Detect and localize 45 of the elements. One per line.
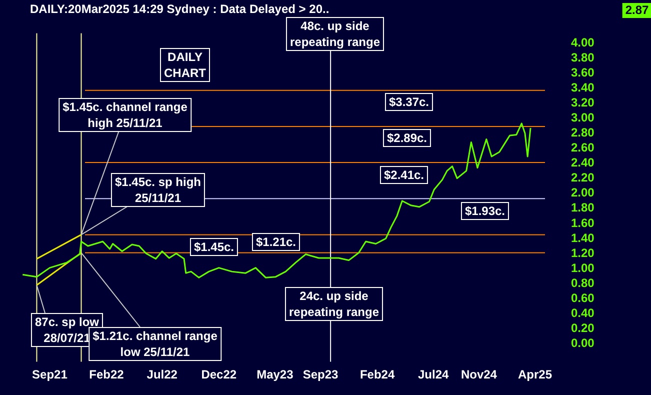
x-tick-label: Apr25 bbox=[518, 367, 552, 382]
ref-line-label: $2.89c. bbox=[382, 129, 432, 148]
chart-title: DAILY:20Mar2025 14:29 Sydney : Data Delayed > 20.. bbox=[30, 2, 330, 16]
y-tick-label: 3.20 bbox=[571, 95, 595, 110]
y-tick-label: 0.40 bbox=[571, 306, 595, 320]
x-tick-label: May23 bbox=[256, 367, 294, 382]
y-tick-label: 0.00 bbox=[571, 336, 595, 350]
ref-line-label: $1.21c. bbox=[252, 232, 300, 251]
x-tick-label: Feb22 bbox=[89, 367, 124, 382]
annotation: 48c. up side repeating range bbox=[286, 17, 384, 51]
y-tick-label: 2.60 bbox=[571, 140, 595, 155]
annotation: DAILY CHART bbox=[160, 48, 210, 82]
ref-line-label: $2.41c. bbox=[380, 166, 428, 184]
y-tick-label: 1.40 bbox=[571, 230, 595, 245]
y-tick-label: 1.20 bbox=[571, 246, 595, 260]
ref-line-label: $3.37c. bbox=[384, 93, 434, 112]
y-tick-label: 3.60 bbox=[571, 65, 595, 80]
y-tick-label: 0.60 bbox=[571, 290, 595, 305]
x-tick-label: Nov24 bbox=[460, 367, 498, 382]
y-tick-label: 2.40 bbox=[571, 156, 595, 170]
y-tick-label: 4.00 bbox=[571, 35, 595, 50]
x-tick-label: Jul24 bbox=[418, 367, 449, 382]
ref-line-label: $1.93c. bbox=[460, 202, 510, 220]
y-tick-label: 2.20 bbox=[571, 170, 595, 185]
y-tick-label: 1.60 bbox=[571, 216, 595, 230]
y-tick-label: 3.80 bbox=[571, 50, 595, 64]
x-tick-label: Jul22 bbox=[146, 367, 178, 382]
ref-line-label: $1.45c. bbox=[190, 238, 238, 256]
y-tick-label: 3.40 bbox=[571, 80, 595, 94]
annotation: 24c. up side repeating range bbox=[284, 287, 384, 321]
annotation: $1.21c. channel range low 25/11/21 bbox=[88, 327, 222, 361]
y-tick-label: 3.00 bbox=[571, 110, 595, 124]
y-tick-label: 1.80 bbox=[571, 200, 595, 215]
annotation: $1.45c. channel range high 25/11/21 bbox=[58, 98, 192, 132]
y-tick-label: 0.80 bbox=[571, 276, 595, 290]
y-tick-label: 2.00 bbox=[571, 186, 595, 200]
x-tick-label: Feb24 bbox=[360, 367, 395, 382]
x-tick-label: Sep23 bbox=[302, 367, 339, 382]
x-tick-label: Dec22 bbox=[201, 367, 237, 382]
annotation: $1.45c. sp high 25/11/21 bbox=[110, 173, 206, 207]
x-tick-label: Sep21 bbox=[32, 367, 68, 382]
y-tick-label: 1.00 bbox=[571, 260, 595, 275]
text: 2.87 bbox=[622, 3, 651, 18]
y-tick-label: 2.80 bbox=[571, 126, 595, 140]
y-tick-label: 0.20 bbox=[571, 321, 595, 336]
